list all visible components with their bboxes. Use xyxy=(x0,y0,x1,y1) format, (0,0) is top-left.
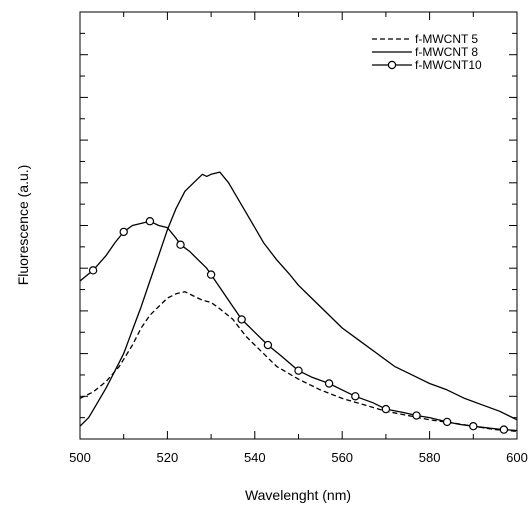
legend-label-2: f-MWCNT 8 xyxy=(415,45,478,59)
series-line-3 xyxy=(79,220,518,432)
series-marker xyxy=(412,411,421,420)
series-marker xyxy=(145,217,155,226)
series-marker xyxy=(324,379,334,388)
marker-layer xyxy=(88,217,509,434)
y-axis-label: Fluorescence (a.u.) xyxy=(15,165,31,286)
series-line-2 xyxy=(79,171,518,427)
y-axis xyxy=(80,11,517,440)
x-tick-label: 580 xyxy=(419,450,441,465)
series-marker xyxy=(499,425,509,434)
series-layer xyxy=(79,171,518,432)
legend-marker xyxy=(387,60,397,70)
x-tick-label: 600 xyxy=(506,450,528,465)
series-marker xyxy=(176,240,185,249)
series-marker xyxy=(206,270,216,279)
x-tick-label: 500 xyxy=(69,450,91,465)
series-marker xyxy=(294,366,303,375)
legend: f-MWCNT 5f-MWCNT 8f-MWCNT10 xyxy=(372,32,482,72)
series-marker xyxy=(469,421,478,431)
series-marker xyxy=(351,392,360,401)
legend-label-1: f-MWCNT 5 xyxy=(415,32,478,46)
series-marker xyxy=(263,340,273,350)
x-axis-label: Wavelenght (nm) xyxy=(245,487,351,503)
series-line-1 xyxy=(79,291,518,432)
x-axis: 500 520 540 560 580 600 xyxy=(69,12,528,465)
series-marker xyxy=(237,315,246,324)
series-marker xyxy=(442,417,452,427)
legend-label-3: f-MWCNT10 xyxy=(415,58,482,72)
series-marker xyxy=(381,404,391,414)
x-tick-label: 520 xyxy=(157,450,179,465)
series-marker xyxy=(119,227,128,237)
x-tick-label: 560 xyxy=(331,450,353,465)
series-marker xyxy=(88,266,98,275)
plot-frame xyxy=(79,11,518,440)
x-tick-label: 540 xyxy=(244,450,266,465)
